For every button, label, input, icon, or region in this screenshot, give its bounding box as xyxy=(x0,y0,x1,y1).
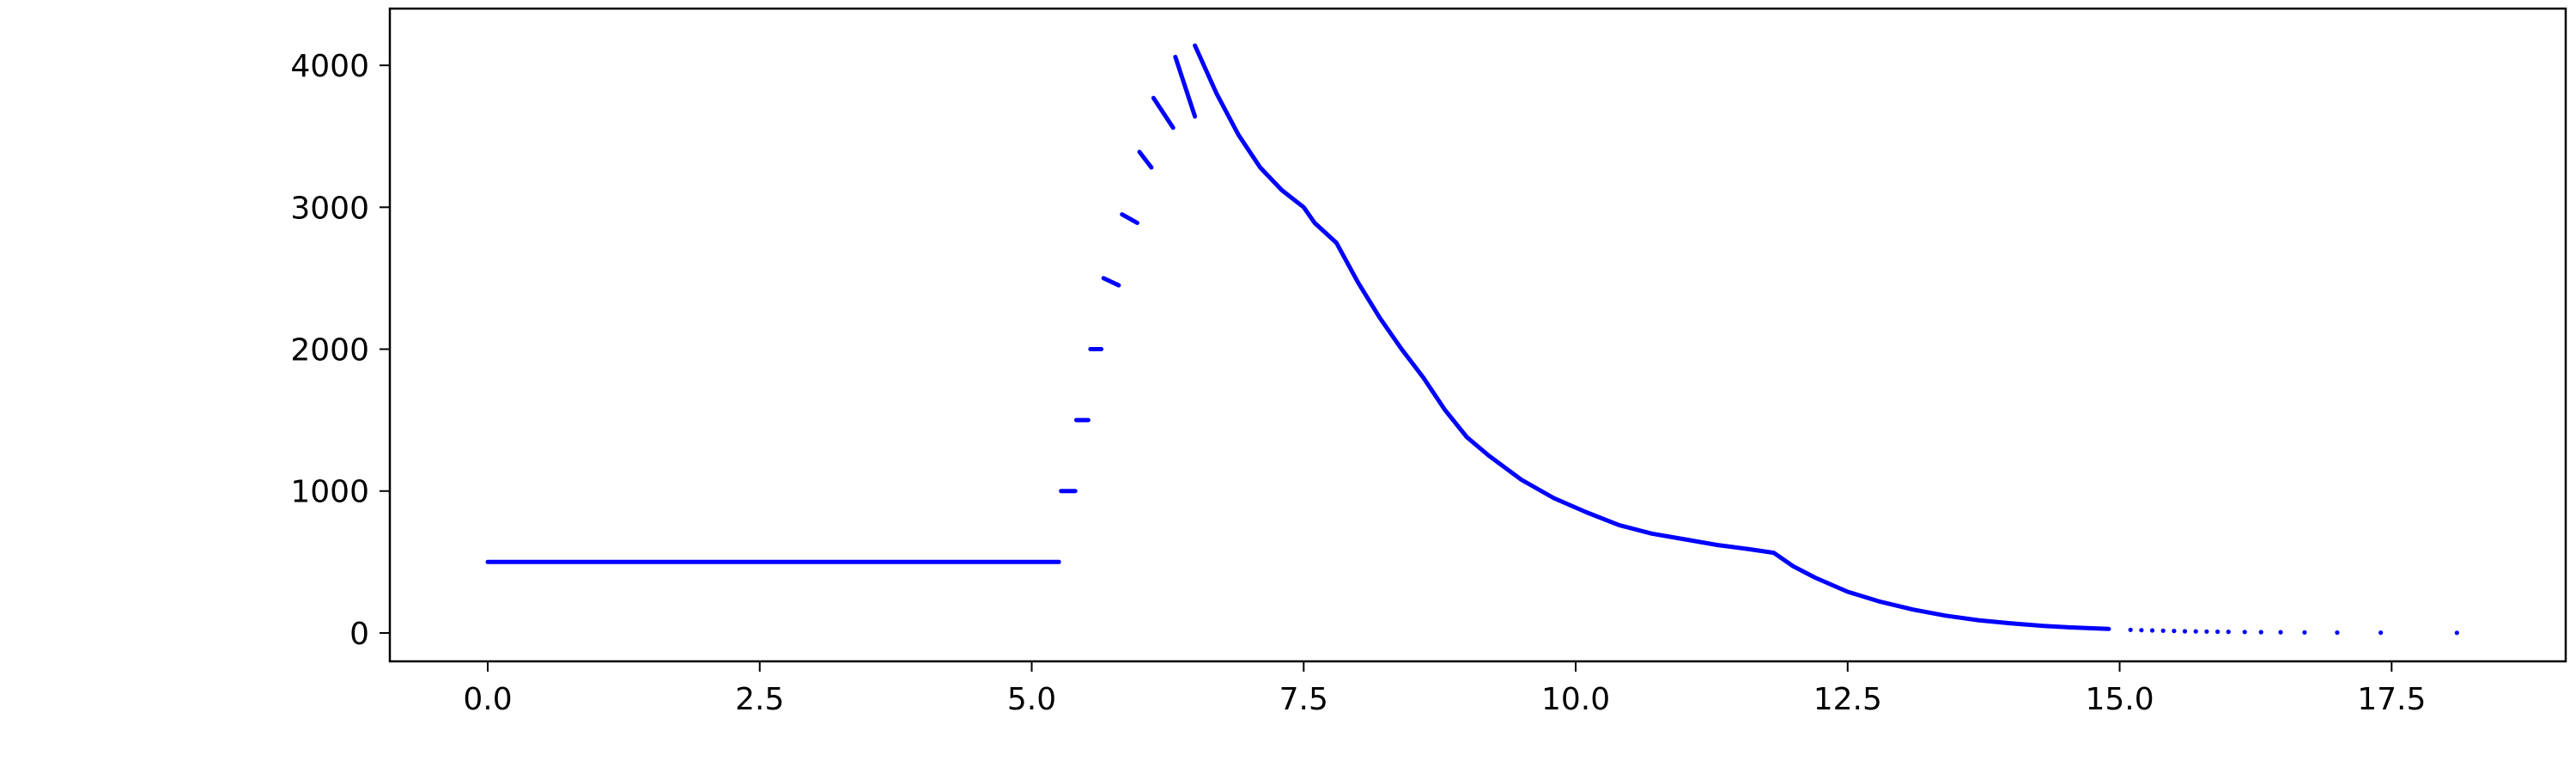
y-axis: 0 1000 2000 3000 4000 xyxy=(290,49,390,652)
data-point xyxy=(2149,628,2155,633)
x-tick-label: 5.0 xyxy=(1007,682,1056,717)
data-point xyxy=(2379,630,2384,636)
x-tick-label: 10.0 xyxy=(1541,682,1610,717)
data-point xyxy=(2128,627,2133,632)
data-segment-0-6 xyxy=(1137,149,1154,170)
data-point xyxy=(2139,628,2144,633)
data-segment-0-7 xyxy=(1151,95,1176,131)
plot-area xyxy=(390,9,2566,661)
x-axis: 0.0 2.5 5.0 7.5 10.0 12.5 15.0 17.5 xyxy=(463,661,2426,717)
data-segment-0-8 xyxy=(1173,54,1198,119)
data-point xyxy=(2160,628,2166,633)
x-tick-label: 12.5 xyxy=(1814,682,1882,717)
y-tick-label: 2000 xyxy=(290,333,369,368)
data-point xyxy=(2215,629,2221,635)
data-point xyxy=(2258,630,2263,635)
x-tick-label: 0.0 xyxy=(463,682,512,717)
data-marks xyxy=(485,43,2459,636)
data-point xyxy=(2226,630,2231,635)
data-point xyxy=(2182,629,2188,634)
x-tick-label: 7.5 xyxy=(1279,682,1328,717)
data-point xyxy=(2193,629,2198,634)
data-point xyxy=(2335,630,2340,636)
data-point xyxy=(2454,630,2459,636)
x-tick-label: 15.0 xyxy=(2085,682,2154,717)
y-tick-label: 0 xyxy=(349,617,369,652)
data-segment-0-9 xyxy=(1193,43,2111,631)
data-point xyxy=(2172,629,2177,634)
plot-frame xyxy=(388,7,2567,663)
data-point xyxy=(2278,630,2283,635)
data-point xyxy=(2204,629,2209,634)
y-tick-label: 3000 xyxy=(290,191,369,226)
y-tick-label: 4000 xyxy=(290,49,369,84)
data-segment-0-4 xyxy=(1101,276,1121,288)
y-tick-label: 1000 xyxy=(290,475,369,510)
x-tick-label: 17.5 xyxy=(2357,682,2426,717)
data-segment-0-5 xyxy=(1120,212,1139,225)
x-tick-label: 2.5 xyxy=(735,682,784,717)
data-point xyxy=(2242,630,2247,635)
data-point xyxy=(2302,630,2307,635)
